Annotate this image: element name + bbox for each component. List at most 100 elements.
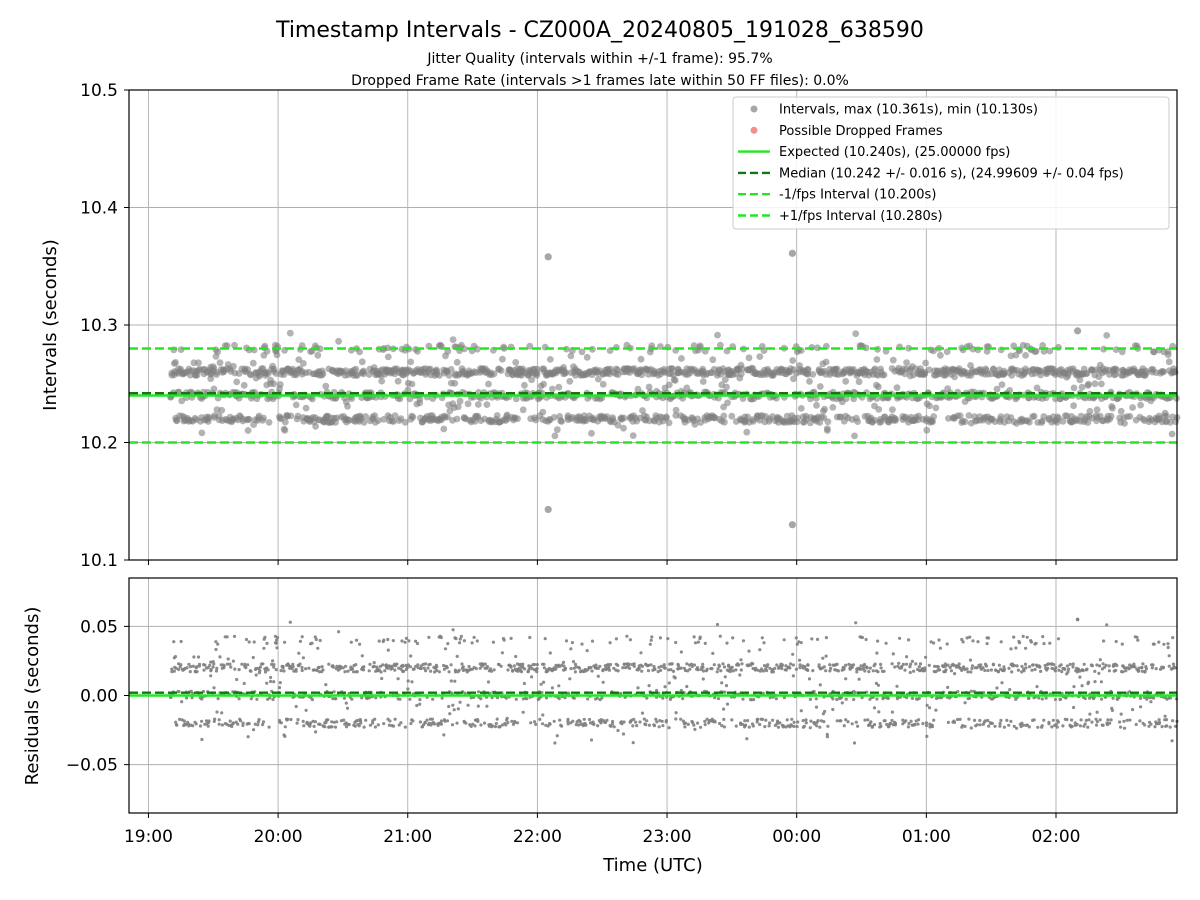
residual-point — [969, 670, 973, 674]
residual-point — [203, 663, 207, 667]
interval-point — [1107, 412, 1115, 420]
interval-point — [532, 416, 540, 424]
residual-point — [978, 723, 982, 727]
residual-point — [730, 665, 734, 669]
residual-point — [569, 667, 573, 671]
interval-point — [205, 413, 213, 421]
residual-point — [1168, 725, 1172, 729]
residual-point — [455, 654, 459, 659]
residual-point — [253, 722, 257, 726]
residual-point — [659, 668, 663, 673]
residual-point — [758, 648, 762, 652]
residual-point — [639, 651, 643, 655]
residual-point — [396, 677, 400, 681]
residual-point — [1153, 725, 1157, 729]
residual-point — [490, 696, 494, 700]
interval-point — [445, 372, 453, 379]
residual-point — [275, 636, 280, 640]
residual-point — [1046, 662, 1050, 666]
residual-point — [225, 662, 229, 666]
residual-point — [535, 663, 539, 667]
residual-point — [898, 636, 902, 640]
residual-point — [679, 688, 683, 693]
residual-point — [564, 639, 569, 643]
residual-point — [656, 670, 660, 674]
interval-point — [314, 351, 322, 359]
residual-point — [1035, 685, 1039, 689]
residual-point — [242, 681, 246, 686]
residual-point — [646, 663, 651, 667]
residual-point — [449, 663, 453, 667]
residual-point — [1166, 642, 1170, 646]
residual-point — [479, 723, 483, 727]
residual-point — [698, 635, 702, 639]
interval-point — [453, 415, 461, 423]
residual-point — [771, 670, 775, 674]
residual-point — [635, 724, 639, 728]
residual-point — [212, 662, 216, 666]
residual-point — [781, 724, 786, 728]
residual-point — [397, 723, 401, 727]
residual-point — [542, 666, 547, 670]
interval-point — [723, 383, 730, 391]
interval-point — [1085, 380, 1092, 388]
residual-point — [872, 723, 877, 727]
interval-point — [298, 342, 306, 349]
interval-point — [709, 356, 717, 364]
residual-point — [386, 648, 390, 652]
interval-point — [678, 355, 685, 362]
residual-point — [347, 723, 351, 727]
residual-point — [371, 721, 375, 725]
residual-point — [616, 663, 620, 668]
residual-point — [1071, 662, 1075, 666]
residual-point — [572, 696, 576, 700]
residual-point — [969, 726, 973, 730]
residual-point — [258, 669, 262, 673]
residual-point — [868, 666, 873, 670]
residual-point — [612, 666, 616, 670]
residual-point — [989, 668, 994, 672]
residual-point — [467, 664, 471, 669]
residual-point — [215, 666, 219, 671]
residual-point — [836, 669, 841, 673]
residual-point — [1100, 697, 1104, 701]
residual-point — [1106, 718, 1110, 722]
interval-point — [620, 414, 628, 422]
residual-point — [909, 719, 913, 723]
interval-point — [824, 427, 831, 434]
residual-point — [927, 706, 932, 710]
residual-point — [240, 662, 244, 666]
residual-point — [934, 670, 938, 674]
residual-point — [886, 696, 890, 701]
residual-point — [1132, 662, 1136, 666]
residual-point — [532, 720, 537, 724]
residual-point — [681, 697, 685, 701]
interval-point — [1093, 406, 1101, 414]
residual-point — [1068, 662, 1072, 667]
residual-point — [614, 637, 619, 641]
residual-point — [712, 663, 716, 667]
residual-point — [269, 679, 273, 684]
residual-point — [960, 668, 964, 673]
residual-point — [382, 638, 386, 642]
residual-point — [771, 718, 775, 722]
residual-point — [791, 663, 796, 667]
residual-point — [192, 655, 196, 659]
residual-point — [461, 665, 465, 669]
residual-point — [196, 655, 201, 659]
residual-point — [580, 642, 584, 646]
residual-point — [809, 719, 813, 723]
residual-point — [180, 700, 184, 704]
interval-outlier-point — [788, 521, 796, 529]
residual-point — [415, 641, 420, 646]
interval-point — [756, 353, 764, 360]
residual-point — [237, 697, 241, 701]
interval-point — [352, 365, 360, 373]
interval-point — [937, 351, 944, 359]
residual-point — [244, 666, 248, 670]
residual-point — [283, 734, 287, 739]
residual-point — [249, 697, 253, 701]
interval-point — [319, 370, 327, 378]
interval-point — [1163, 412, 1170, 420]
residual-point — [716, 667, 720, 671]
